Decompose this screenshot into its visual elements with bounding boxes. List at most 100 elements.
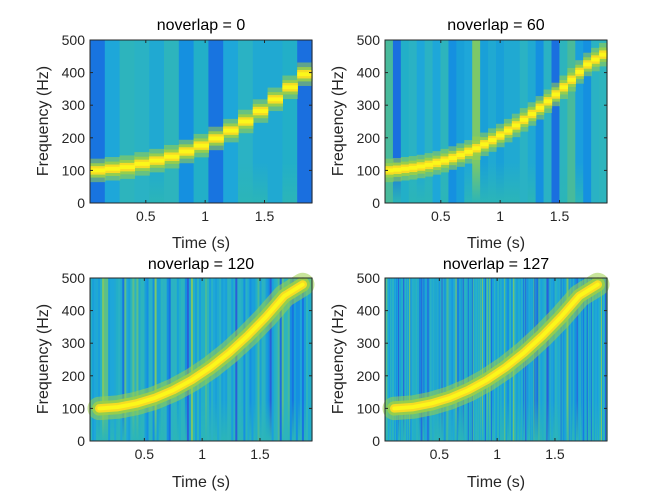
spectrogram-column — [392, 40, 402, 203]
spectrogram-column — [488, 40, 497, 203]
spectrogram-column — [442, 278, 445, 441]
y-tick-label: 200 — [357, 368, 381, 384]
y-tick-label: 300 — [62, 335, 86, 351]
spectrogram-column — [426, 278, 428, 441]
spectrogram-column — [414, 278, 416, 441]
spectrogram-column — [158, 278, 162, 441]
y-tick-label: 100 — [62, 162, 86, 178]
y-tick-label: 200 — [62, 368, 86, 384]
spectrogram-column — [600, 278, 603, 441]
spectrogram-column — [409, 278, 411, 441]
y-ticks: 0 100 200 300 400 500 — [357, 32, 607, 211]
spectrogram-column — [164, 40, 180, 203]
spectrogram-column — [467, 278, 470, 441]
spectrogram-column — [430, 278, 433, 441]
spectrogram-column — [196, 278, 200, 441]
spectrogram-column — [253, 278, 257, 441]
spectrogram-column — [587, 278, 590, 441]
spectrogram-column — [468, 278, 471, 441]
spectrogram-column — [492, 278, 495, 441]
y-tick-label: 500 — [62, 32, 86, 48]
spectrogram-column — [533, 278, 535, 441]
spectrogram-column — [404, 278, 406, 441]
axes-box — [384, 39, 608, 204]
spectrogram-column — [559, 40, 568, 203]
spectrogram-column — [482, 278, 485, 441]
ridge-core — [164, 154, 180, 159]
spectrogram-column — [553, 278, 556, 441]
y-tick-label: 300 — [357, 97, 381, 113]
spectrogram-column — [407, 278, 409, 441]
spectrogram-column — [460, 278, 463, 441]
x-tick-label: 1.5 — [550, 208, 570, 224]
spectrogram-column — [601, 278, 604, 441]
spectrogram-column — [489, 278, 492, 441]
spectrogram-column — [592, 278, 595, 441]
spectrogram-column — [451, 278, 454, 441]
spectrogram-column — [112, 278, 115, 441]
ridge-core — [456, 153, 465, 158]
spectrogram-column — [485, 278, 488, 441]
x-tick-label: 1 — [493, 446, 501, 462]
spectrogram-column — [427, 278, 429, 441]
spectrogram-column — [265, 278, 269, 441]
spectrogram-column — [463, 278, 466, 441]
heatmap — [90, 40, 313, 203]
spectrogram-column — [182, 278, 186, 441]
spectrogram-column — [415, 278, 417, 441]
spectrogram-column — [96, 278, 99, 441]
spectrogram-column — [395, 278, 397, 441]
spectrogram-column — [580, 278, 583, 441]
spectrogram-column — [273, 278, 277, 441]
heatmap — [385, 40, 608, 203]
spectrogram-column — [172, 278, 176, 441]
ridge-core — [519, 117, 529, 122]
ridge-core — [559, 85, 568, 90]
spectrogram-column — [416, 40, 426, 203]
y-tick-label: 500 — [357, 32, 381, 48]
y-ticks: 0 100 200 300 400 500 — [62, 270, 312, 449]
x-ticks: 0.5 1 1.5 — [430, 278, 565, 462]
x-ticks: 0.5 1 1.5 — [136, 40, 274, 224]
spectrogram-column — [130, 278, 133, 441]
spectrogram-column — [245, 278, 249, 441]
spectrogram-column — [190, 278, 194, 441]
y-tick-label: 300 — [62, 97, 86, 113]
spectrogram-column — [295, 278, 299, 441]
spectrogram-column — [566, 278, 569, 441]
spectrogram-column — [457, 278, 460, 441]
x-tick-label: 0.5 — [431, 208, 451, 224]
spectrogram-column — [164, 278, 168, 441]
spectrogram-column — [558, 278, 561, 441]
x-tick-label: 1 — [496, 208, 504, 224]
spectrogram-column — [576, 278, 579, 441]
spectrogram-column — [277, 278, 281, 441]
spectrogram-column — [118, 278, 121, 441]
spectrogram-column — [446, 278, 449, 441]
spectrogram-column — [470, 278, 473, 441]
spectrogram-column — [535, 278, 537, 441]
subplot-title: noverlap = 60 — [447, 17, 545, 34]
ridge-core — [119, 165, 135, 170]
spectrogram-column — [568, 278, 571, 441]
x-axis-label: Time (s) — [172, 235, 230, 252]
spectrogram-column — [275, 278, 279, 441]
spectrogram-column — [400, 278, 402, 441]
ridge-core — [496, 133, 505, 138]
spectrogram-column — [474, 278, 477, 441]
spectrogram-column — [443, 278, 446, 441]
spectrogram-column — [148, 278, 152, 441]
heatmap — [382, 272, 610, 441]
spectrogram-column — [184, 278, 188, 441]
spectrogram-column — [387, 278, 389, 441]
x-tick-label: 1.5 — [250, 446, 270, 462]
spectrogram-column — [174, 278, 178, 441]
spectrogram-column — [454, 278, 457, 441]
spectrogram-column — [122, 278, 125, 441]
y-tick-label: 0 — [77, 195, 85, 211]
spectrogram-column — [432, 278, 435, 441]
spectrogram-column — [583, 278, 586, 441]
spectrogram-column — [188, 278, 192, 441]
x-axis-label: Time (s) — [172, 474, 230, 491]
y-tick-label: 100 — [357, 400, 381, 416]
